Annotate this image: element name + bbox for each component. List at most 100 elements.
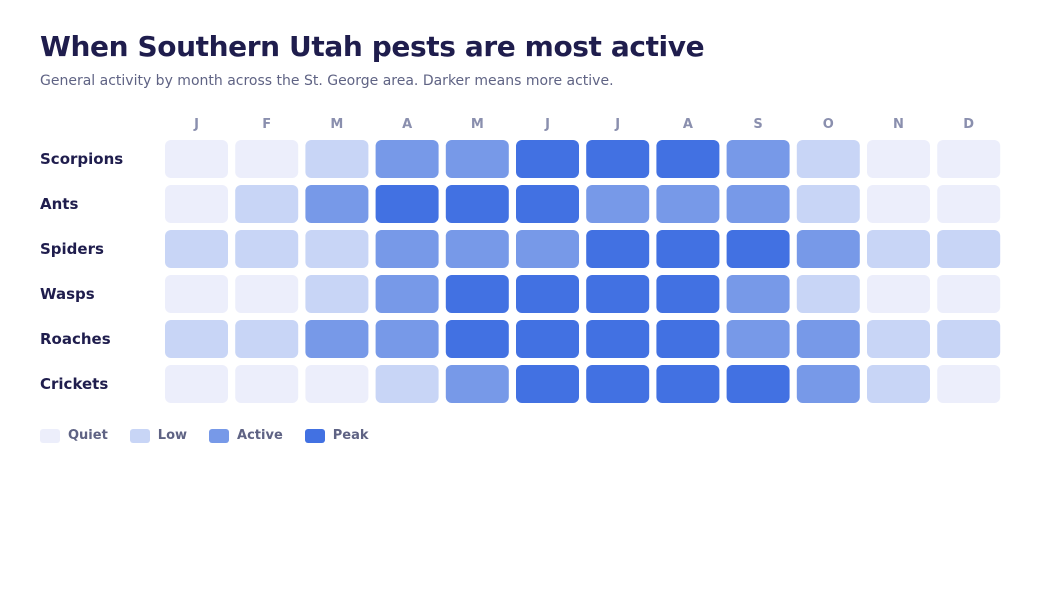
month-label: O [823, 117, 834, 132]
legend-label: Peak [332, 428, 369, 443]
month-label: M [330, 117, 343, 132]
heatmap-cell [867, 140, 930, 178]
row-label: Crickets [40, 375, 108, 393]
heatmap-chart: J F M A M J J A S O N D Scorpions Ants Spiders Wasps Roa… [40, 117, 1001, 403]
month-label: A [402, 117, 412, 132]
heatmap-cell [516, 230, 579, 268]
heatmap-cell [235, 185, 299, 223]
month-label: J [544, 117, 550, 132]
heatmap-cell [235, 275, 299, 313]
heatmap-cell [305, 185, 369, 223]
heatmap-cell [796, 230, 860, 268]
heatmap-cell [586, 230, 650, 268]
heatmap-cell [656, 140, 720, 178]
legend-label: Low [157, 428, 188, 443]
heatmap-cell [375, 230, 439, 268]
legend-swatch [304, 428, 325, 443]
row-label: Roaches [40, 330, 111, 348]
legend-swatch [40, 428, 60, 443]
heatmap-cell [937, 140, 1001, 178]
month-label: J [614, 117, 620, 132]
heatmap-cell [656, 185, 720, 223]
heatmap-cell [796, 320, 860, 358]
heatmap-cell [867, 365, 930, 403]
legend-item: Active [209, 428, 283, 443]
heatmap-cell [656, 230, 720, 268]
heatmap-cell [867, 230, 930, 268]
month-label: F [262, 117, 271, 132]
row-label: Scorpions [40, 150, 123, 168]
heatmap-cell [235, 140, 299, 178]
heatmap-cell [305, 320, 369, 358]
heatmap-cell [305, 230, 369, 268]
chart-subtitle: General activity by month across the St.… [40, 73, 614, 89]
heatmap-cell [445, 140, 509, 178]
heatmap-cell [726, 185, 790, 223]
heatmap-cell [516, 275, 579, 313]
month-label: A [683, 117, 693, 132]
heatmap-cell [305, 275, 369, 313]
heatmap-cell [165, 140, 228, 178]
heatmap-cell [305, 365, 369, 403]
heatmap-cell [656, 275, 720, 313]
heatmap-cell [516, 365, 579, 403]
heatmap-cell [586, 185, 650, 223]
heatmap-cell [375, 365, 439, 403]
row-label: Spiders [40, 240, 104, 258]
heatmap-cell [375, 320, 439, 358]
heatmap-cell [796, 275, 860, 313]
legend-label: Active [237, 428, 283, 443]
heatmap-cell [586, 320, 650, 358]
heatmap-cell [656, 365, 720, 403]
heatmap-cell [165, 320, 228, 358]
row-label: Wasps [40, 285, 95, 303]
heatmap-cell [235, 230, 299, 268]
heatmap-cell [796, 365, 860, 403]
heatmap-cell [726, 140, 790, 178]
heatmap-cell [586, 140, 650, 178]
legend: Quiet Low Active Peak [40, 428, 369, 443]
heatmap-cell [375, 185, 439, 223]
heatmap-cell [656, 320, 720, 358]
heatmap-cell [937, 185, 1001, 223]
heatmap-cell [726, 230, 790, 268]
row-label: Ants [40, 195, 78, 213]
heatmap-cell [867, 185, 930, 223]
heatmap-cell [586, 275, 650, 313]
heatmap-cell [937, 275, 1001, 313]
heatmap-cell [235, 320, 299, 358]
legend-item: Quiet [40, 428, 108, 443]
chart-title: When Southern Utah pests are most active [40, 30, 705, 63]
heatmap-cell [305, 140, 369, 178]
heatmap-cell [726, 275, 790, 313]
month-label: D [963, 117, 974, 132]
heatmap-cell [445, 230, 509, 268]
legend-swatch [209, 428, 230, 443]
heatmap-cell [445, 320, 509, 358]
heatmap-cell [586, 365, 650, 403]
heatmap-cell [445, 365, 509, 403]
heatmap-cell [516, 140, 579, 178]
legend-item: Peak [304, 428, 369, 443]
heatmap-cell [165, 275, 228, 313]
heatmap-cell [796, 140, 860, 178]
heatmap-cell [796, 185, 860, 223]
heatmap-cell [445, 275, 509, 313]
legend-swatch [129, 428, 150, 443]
heatmap-cell [516, 320, 579, 358]
month-label: N [893, 117, 904, 132]
month-label: S [753, 117, 762, 132]
heatmap-cell [445, 185, 509, 223]
legend-item: Low [129, 428, 188, 443]
heatmap-cell [375, 275, 439, 313]
month-label: J [193, 117, 199, 132]
heatmap-cell [516, 185, 579, 223]
heatmap-cell [726, 320, 790, 358]
heatmap-cell [867, 275, 930, 313]
heatmap-cell [375, 140, 439, 178]
heatmap-cell [235, 365, 299, 403]
month-label: M [471, 117, 484, 132]
heatmap-cell [726, 365, 790, 403]
heatmap-cell [937, 365, 1001, 403]
heatmap-cell [165, 230, 228, 268]
